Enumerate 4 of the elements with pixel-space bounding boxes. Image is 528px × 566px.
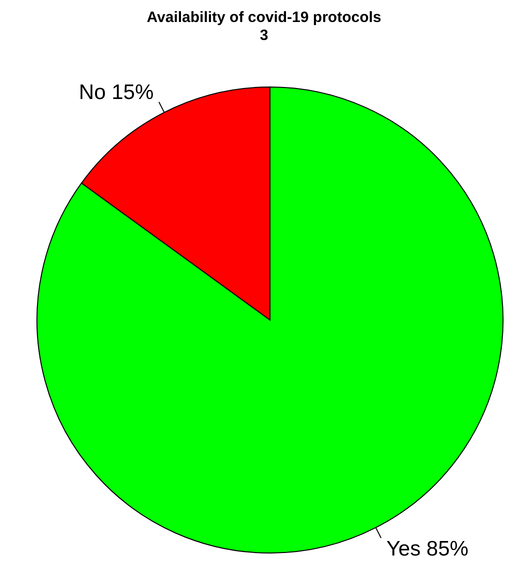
slice-label: No 15%	[78, 80, 154, 104]
chart-title: Availability of covid-19 protocols	[146, 9, 382, 26]
slice-label: Yes 85%	[386, 538, 468, 561]
chart-subtitle: 3	[260, 27, 268, 44]
